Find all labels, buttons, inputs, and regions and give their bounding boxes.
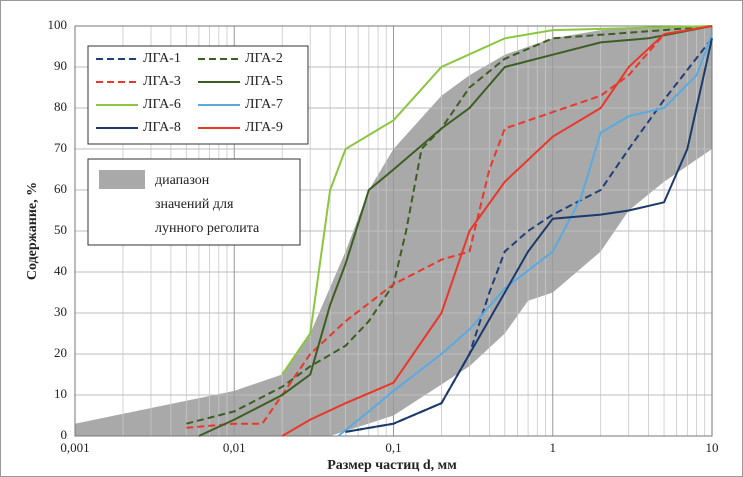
x-tick-label: 0,1 <box>385 440 401 455</box>
series-line <box>198 25 713 437</box>
legend-label: ЛГА-6 <box>143 97 181 112</box>
legend-label: ЛГА-9 <box>245 120 283 135</box>
y-tick-label: 0 <box>61 427 68 442</box>
band-legend-label: значений для <box>155 197 234 212</box>
y-tick-label: 10 <box>54 386 67 401</box>
legend-label: ЛГА-5 <box>245 74 283 89</box>
series-line <box>281 25 713 376</box>
x-tick-label: 0,001 <box>60 440 89 455</box>
legend-label: ЛГА-1 <box>143 51 181 66</box>
y-tick-label: 20 <box>54 345 67 360</box>
plot-border <box>74 25 713 437</box>
y-tick-label: 100 <box>48 17 68 32</box>
x-tick-label: 0,01 <box>223 440 246 455</box>
series-line <box>345 38 713 433</box>
series-line <box>186 25 713 429</box>
legend-label: ЛГА-8 <box>143 120 181 135</box>
series-line <box>281 25 713 437</box>
legend-label: ЛГА-2 <box>245 51 283 66</box>
y-tick-label: 80 <box>54 99 67 114</box>
y-tick-label: 90 <box>54 58 67 73</box>
y-tick-label: 30 <box>54 304 67 319</box>
y-tick-label: 50 <box>54 222 67 237</box>
series-line <box>186 25 713 425</box>
band-legend-label: лунного реголита <box>155 221 260 236</box>
legend-label: ЛГА-7 <box>245 97 283 112</box>
x-tick-label: 1 <box>550 440 557 455</box>
band-legend-label: диапазон <box>155 173 210 188</box>
band-legend-swatch <box>99 170 145 189</box>
y-tick-label: 40 <box>54 263 67 278</box>
y-tick-label: 70 <box>54 140 67 155</box>
y-tick-label: 60 <box>54 181 67 196</box>
x-tick-label: 10 <box>706 440 719 455</box>
x-axis-label: Размер частиц d, мм <box>327 458 457 473</box>
y-axis-label: Содержание, % <box>25 182 40 280</box>
series-line <box>337 33 713 437</box>
legend-label: ЛГА-3 <box>143 74 181 89</box>
